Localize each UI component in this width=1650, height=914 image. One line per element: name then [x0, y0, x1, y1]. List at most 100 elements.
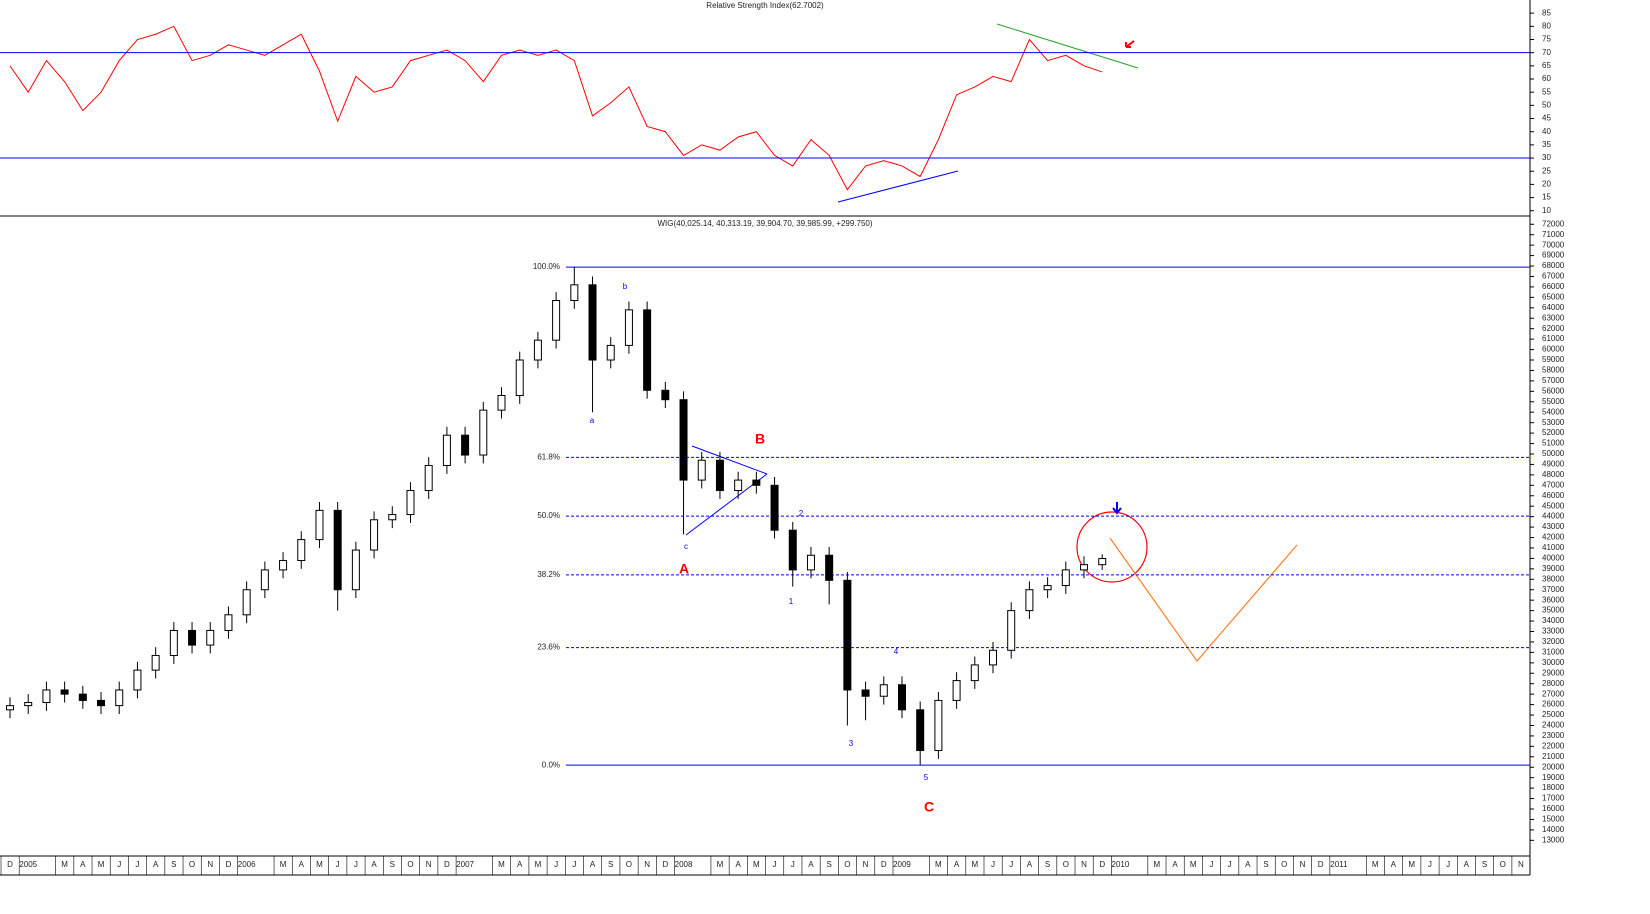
candle-body: [370, 519, 379, 551]
candle-body: [406, 490, 415, 516]
y-tick-label: 13000: [1542, 835, 1565, 844]
fib-label: 23.6%: [537, 643, 560, 652]
candle-body: [151, 655, 160, 671]
y-tick-label: 55: [1542, 87, 1551, 96]
x-tick-label: M: [1408, 860, 1415, 869]
y-tick-label: 69000: [1542, 251, 1565, 260]
x-tick-label: A: [153, 860, 159, 869]
x-tick-label: J: [336, 860, 340, 869]
y-tick-label: 41000: [1542, 543, 1565, 552]
blue-arrow: [1112, 502, 1122, 515]
wave-label: 1: [789, 597, 794, 606]
wave-label: b: [623, 282, 628, 291]
candle-body: [1061, 569, 1070, 587]
candle-body: [224, 614, 233, 631]
x-tick-label: M: [1190, 860, 1197, 869]
candle-body: [934, 699, 943, 752]
x-tick-label: M: [535, 860, 542, 869]
y-tick-label: 66000: [1542, 282, 1565, 291]
y-tick-label: 44000: [1542, 512, 1565, 521]
y-tick-label: 38000: [1542, 574, 1565, 583]
y-tick-label: 20: [1542, 179, 1551, 188]
y-tick-label: 68000: [1542, 261, 1565, 270]
x-tick-label: J: [135, 860, 139, 869]
candle-body: [1007, 610, 1016, 651]
x-tick-label: J: [991, 860, 995, 869]
candle-body: [552, 299, 561, 341]
y-tick-label: 55000: [1542, 397, 1565, 406]
y-tick-label: 16000: [1542, 804, 1565, 813]
x-tick-label: M: [98, 860, 105, 869]
y-tick-label: 52000: [1542, 428, 1565, 437]
candle-body: [988, 649, 997, 666]
rsi-title: Relative Strength Index(62.7002): [706, 1, 824, 10]
x-tick-label: D: [7, 860, 13, 869]
wave-label: 3: [849, 739, 854, 748]
candle-body: [606, 344, 615, 361]
candle-body: [533, 339, 542, 361]
candle-body: [661, 389, 670, 401]
x-tick-label: 2009: [893, 860, 911, 869]
candle-body: [843, 579, 852, 691]
y-tick-label: 15: [1542, 193, 1551, 202]
x-tick-label: A: [1245, 860, 1251, 869]
candle-body: [752, 479, 761, 486]
wig-title: WIG(40,025.14, 40,313.19, 39,904.70, 39,…: [657, 219, 872, 228]
candle-body: [479, 409, 488, 456]
wave-label: 4: [894, 647, 899, 656]
y-tick-label: 65000: [1542, 292, 1565, 301]
y-tick-label: 70: [1542, 48, 1551, 57]
candle-body: [788, 529, 797, 571]
y-tick-label: 62000: [1542, 324, 1565, 333]
x-tick-label: A: [299, 860, 305, 869]
candle-body: [188, 629, 197, 646]
y-tick-label: 60: [1542, 74, 1551, 83]
x-tick-label: A: [1464, 860, 1470, 869]
y-tick-label: 80: [1542, 21, 1551, 30]
candle-body: [297, 539, 306, 561]
candle-body: [133, 669, 142, 691]
x-tick-label: O: [189, 860, 195, 869]
rsi-line: [9, 25, 1103, 191]
x-tick-label: J: [117, 860, 121, 869]
candle-body: [169, 629, 178, 657]
x-tick-label: M: [316, 860, 323, 869]
y-tick-label: 22000: [1542, 741, 1565, 750]
candle-body: [916, 709, 925, 752]
y-tick-label: 15000: [1542, 815, 1565, 824]
candle-body: [770, 484, 779, 531]
rsi-trendline: [996, 23, 1139, 69]
y-tick-label: 40: [1542, 127, 1551, 136]
x-tick-label: D: [881, 860, 887, 869]
x-tick-label: 2010: [1112, 860, 1130, 869]
y-tick-label: 45: [1542, 114, 1551, 123]
x-tick-label: O: [844, 860, 850, 869]
x-tick-label: M: [498, 860, 505, 869]
x-tick-label: D: [444, 860, 450, 869]
candle-body: [1098, 558, 1107, 566]
x-tick-label: D: [1099, 860, 1105, 869]
y-tick-label: 61000: [1542, 334, 1565, 343]
candle-body: [588, 284, 597, 361]
y-tick-label: 21000: [1542, 752, 1565, 761]
x-tick-label: O: [407, 860, 413, 869]
y-tick-label: 39000: [1542, 564, 1565, 573]
candle-body: [952, 680, 961, 701]
candle-body: [806, 554, 815, 571]
candle-body: [679, 399, 688, 481]
wave-label: C: [924, 799, 934, 815]
candle-body: [279, 559, 288, 571]
y-tick-label: 65: [1542, 61, 1551, 70]
candle-body: [24, 702, 33, 707]
red-arrow: [1125, 40, 1135, 48]
y-tick-label: 71000: [1542, 230, 1565, 239]
y-tick-label: 10: [1542, 206, 1551, 215]
candle-body: [333, 509, 342, 591]
y-tick-label: 63000: [1542, 313, 1565, 322]
x-tick-label: 2008: [675, 860, 693, 869]
x-tick-label: A: [1027, 860, 1033, 869]
candle-body: [388, 514, 397, 521]
candle-body: [115, 689, 124, 707]
candle-body: [315, 509, 324, 541]
x-tick-label: A: [808, 860, 814, 869]
